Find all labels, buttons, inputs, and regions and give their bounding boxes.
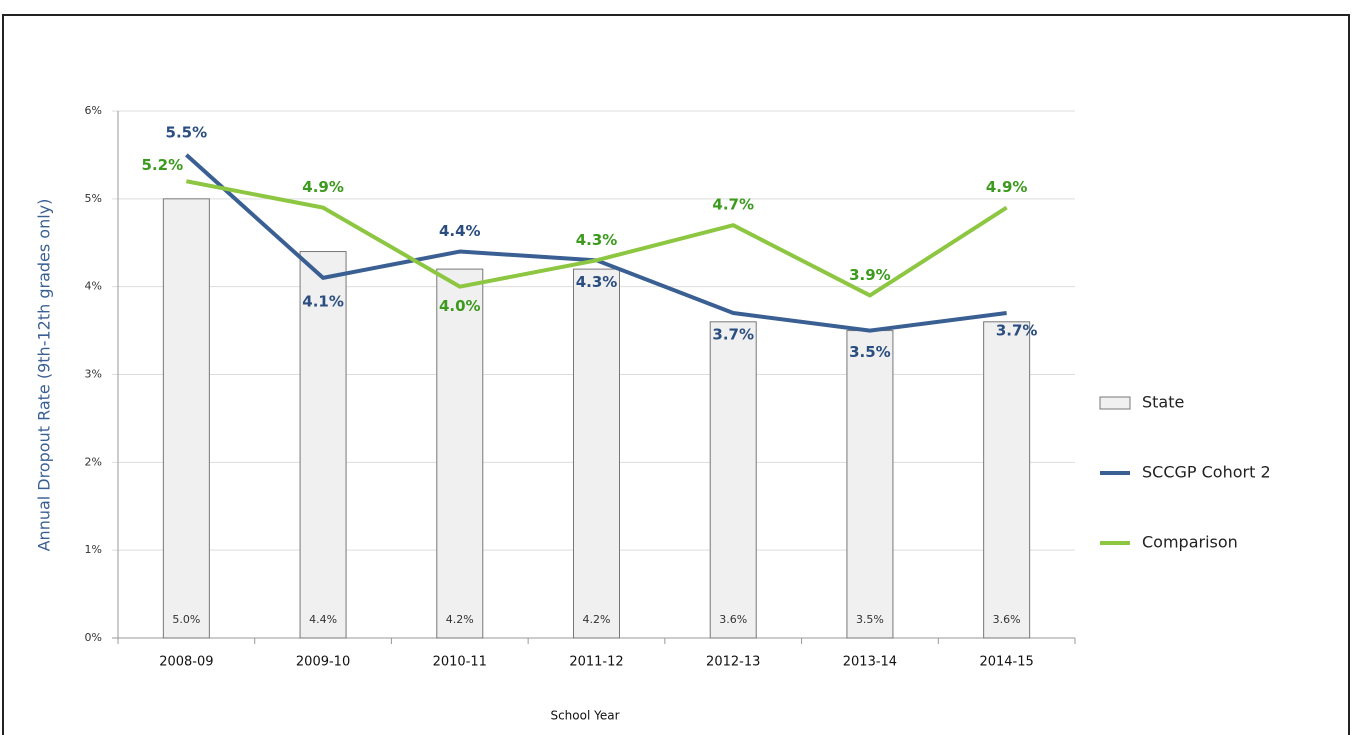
data-label: 4.9% bbox=[302, 178, 344, 196]
bar bbox=[709, 321, 757, 639]
y-tick-label: 6% bbox=[85, 104, 102, 117]
data-label: 4.3% bbox=[576, 231, 618, 249]
bar-value-label: 4.2% bbox=[583, 613, 611, 626]
y-tick-label: 4% bbox=[85, 280, 102, 293]
legend-label: SCCGP Cohort 2 bbox=[1142, 463, 1271, 482]
x-tick-label: 2008-09 bbox=[159, 655, 213, 670]
y-tick-label: 5% bbox=[85, 192, 102, 205]
data-label: 5.2% bbox=[142, 156, 184, 174]
data-label: 4.4% bbox=[439, 222, 481, 240]
y-tick-label: 0% bbox=[85, 631, 102, 644]
bar-value-label: 3.5% bbox=[856, 613, 884, 626]
data-label: 3.5% bbox=[849, 343, 891, 361]
data-label: 4.9% bbox=[986, 178, 1028, 196]
legend-label: Comparison bbox=[1142, 533, 1238, 552]
x-tick-label: 2011-12 bbox=[569, 655, 623, 670]
y-tick-label: 1% bbox=[85, 543, 102, 556]
data-label: 3.7% bbox=[712, 326, 754, 344]
legend-swatch bbox=[1099, 396, 1131, 410]
frame bbox=[2, 14, 1350, 735]
legend-label: State bbox=[1142, 393, 1184, 412]
bar bbox=[436, 268, 484, 639]
y-tick-label: 3% bbox=[85, 368, 102, 381]
x-tick-label: 2013-14 bbox=[843, 655, 897, 670]
bar-value-label: 4.4% bbox=[309, 613, 337, 626]
data-label: 4.3% bbox=[576, 273, 618, 291]
bar bbox=[162, 198, 210, 639]
data-label: 4.7% bbox=[712, 196, 754, 214]
bar bbox=[846, 330, 894, 639]
data-label: 4.1% bbox=[302, 292, 344, 310]
x-tick-label: 2014-15 bbox=[979, 655, 1033, 670]
bar-value-label: 5.0% bbox=[172, 613, 200, 626]
bar-value-label: 4.2% bbox=[446, 613, 474, 626]
data-label: 3.9% bbox=[849, 266, 891, 284]
line bbox=[185, 179, 1008, 298]
bar bbox=[573, 268, 620, 639]
x-tick-label: 2010-11 bbox=[433, 655, 487, 670]
data-label: 4.0% bbox=[439, 297, 481, 315]
x-tick-label: 2009-10 bbox=[296, 655, 350, 670]
y-tick-label: 2% bbox=[85, 455, 102, 468]
bar-value-label: 3.6% bbox=[993, 613, 1021, 626]
y-axis-label: Annual Dropout Rate (9th-12th grades onl… bbox=[35, 199, 54, 552]
bar-value-label: 3.6% bbox=[719, 613, 747, 626]
bar bbox=[299, 251, 347, 639]
x-tick-label: 2012-13 bbox=[706, 655, 760, 670]
x-axis-label: School Year bbox=[550, 709, 619, 723]
bar bbox=[983, 321, 1031, 639]
data-label: 5.5% bbox=[166, 123, 208, 141]
data-label: 3.7% bbox=[996, 322, 1038, 340]
